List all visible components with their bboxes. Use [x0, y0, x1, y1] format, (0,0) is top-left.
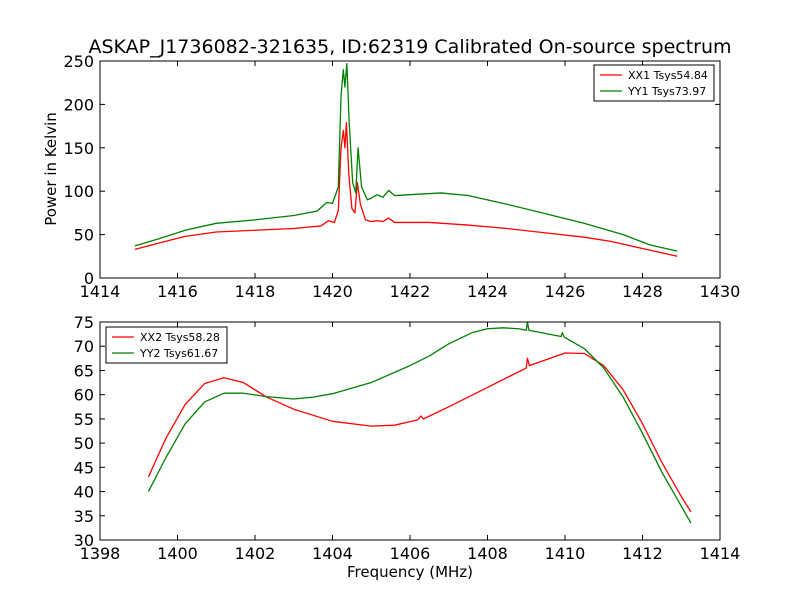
y-tick-label: 30 — [74, 531, 94, 550]
x-axis-label: Frequency (MHz) — [347, 563, 473, 581]
x-tick-label: 1412 — [622, 544, 663, 563]
x-tick-label: 1410 — [545, 544, 586, 563]
legend: XX2 Tsys58.28 YY2 Tsys61.67 — [105, 326, 228, 364]
y-tick-label: 250 — [63, 52, 94, 71]
y-tick-label: 50 — [74, 434, 94, 453]
x-tick-label: 1428 — [622, 282, 663, 301]
y-tick-label: 70 — [74, 337, 94, 356]
legend-box — [105, 326, 228, 364]
x-tick-label: 1430 — [700, 282, 741, 301]
x-tick-label: 1422 — [390, 282, 431, 301]
series-line-1 — [147, 352, 692, 513]
y-tick-label: 65 — [74, 361, 94, 380]
x-tick-label: 1400 — [157, 544, 198, 563]
y-tick-label: 50 — [74, 226, 94, 245]
legend: XX1 Tsys54.84 YY1 Tsys73.97 — [593, 64, 715, 102]
legend-entry-2: YY2 Tsys61.67 — [139, 347, 218, 360]
y-tick-label: 40 — [74, 483, 94, 502]
y-tick-label: 100 — [63, 182, 94, 201]
y-axis-label: Power in Kelvin — [42, 112, 60, 226]
series-line-2 — [134, 62, 678, 252]
legend-entry-1: XX1 Tsys54.84 — [628, 69, 708, 82]
series-line-1 — [134, 121, 678, 257]
x-tick-label: 1426 — [545, 282, 586, 301]
y-tick-label: 0 — [84, 269, 94, 288]
x-tick-label: 1398 — [80, 544, 121, 563]
x-tick-label: 1424 — [467, 282, 508, 301]
x-tick-label: 1414 — [80, 282, 121, 301]
legend-entry-2: YY1 Tsys73.97 — [627, 85, 706, 98]
x-tick-label: 1420 — [312, 282, 353, 301]
y-tick-label: 200 — [63, 95, 94, 114]
x-tick-label: 1406 — [390, 544, 431, 563]
chart-title: ASKAP_J1736082-321635, ID:62319 Calibrat… — [88, 36, 731, 58]
top-panel: 1414 1416 1418 1420 1422 1424 1426 1428 1430 0 50 1… — [63, 52, 740, 301]
x-tick-label: 1402 — [235, 544, 276, 563]
series-line-2 — [147, 321, 692, 524]
y-tick-label: 35 — [74, 507, 94, 526]
y-tick-label: 150 — [63, 139, 94, 158]
x-tick-label: 1408 — [467, 544, 508, 563]
bottom-panel: 1398 1400 1402 1404 1406 1408 1410 1412 1414 30 35… — [74, 313, 741, 563]
x-tick-label: 1418 — [235, 282, 276, 301]
x-tick-label: 1416 — [157, 282, 198, 301]
y-tick-label: 60 — [74, 386, 94, 405]
legend-entry-1: XX2 Tsys58.28 — [140, 331, 220, 344]
y-tick-label: 45 — [74, 458, 94, 477]
y-tick-label: 55 — [74, 410, 94, 429]
y-tick-label: 75 — [74, 313, 94, 332]
x-tick-label: 1414 — [700, 544, 741, 563]
x-tick-label: 1404 — [312, 544, 353, 563]
legend-box — [593, 64, 715, 102]
